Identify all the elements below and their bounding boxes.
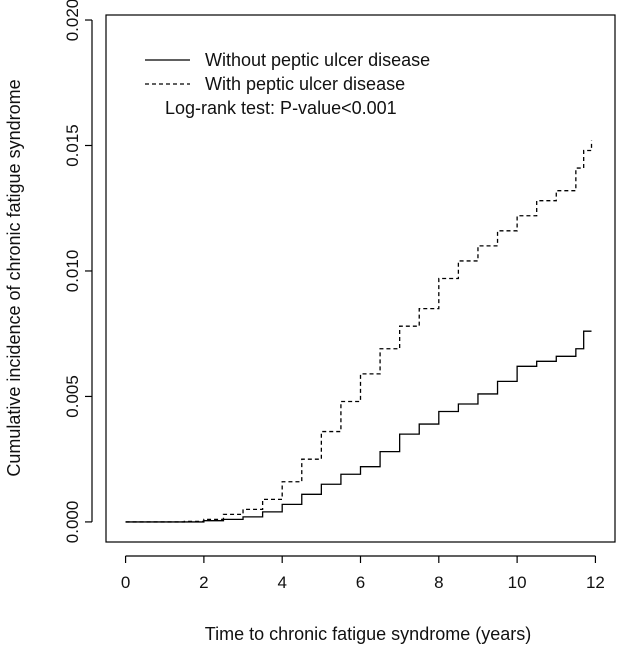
legend-label-with-pud: With peptic ulcer disease <box>205 74 405 94</box>
x-axis: 0 2 4 6 8 10 12 <box>121 555 605 592</box>
y-tick-label: 0.015 <box>63 124 82 167</box>
log-rank-annotation: Log-rank test: P-value<0.001 <box>165 98 397 118</box>
x-tick-label: 2 <box>199 573 208 592</box>
series-line-with-pud <box>125 140 593 523</box>
y-axis: 0.000 0.005 0.010 0.015 0.020 <box>63 0 93 544</box>
plot-area-border <box>105 14 616 543</box>
y-tick-label: 0.020 <box>63 0 82 41</box>
x-tick-label: 12 <box>586 573 605 592</box>
x-tick-label: 0 <box>121 573 130 592</box>
x-tick-label: 4 <box>277 573 286 592</box>
series-layer <box>125 140 593 523</box>
y-tick-label: 0.005 <box>63 375 82 418</box>
x-axis-title: Time to chronic fatigue syndrome (years) <box>205 624 531 644</box>
y-tick-label: 0.000 <box>63 501 82 544</box>
y-tick-label: 0.010 <box>63 250 82 293</box>
x-tick-label: 6 <box>356 573 365 592</box>
y-axis-title: Cumulative incidence of chronic fatigue … <box>4 79 24 476</box>
x-tick-label: 10 <box>508 573 527 592</box>
legend: Without peptic ulcer disease With peptic… <box>145 50 430 118</box>
series-line-without-pud <box>125 330 592 523</box>
legend-label-without-pud: Without peptic ulcer disease <box>205 50 430 70</box>
x-tick-label: 8 <box>434 573 443 592</box>
